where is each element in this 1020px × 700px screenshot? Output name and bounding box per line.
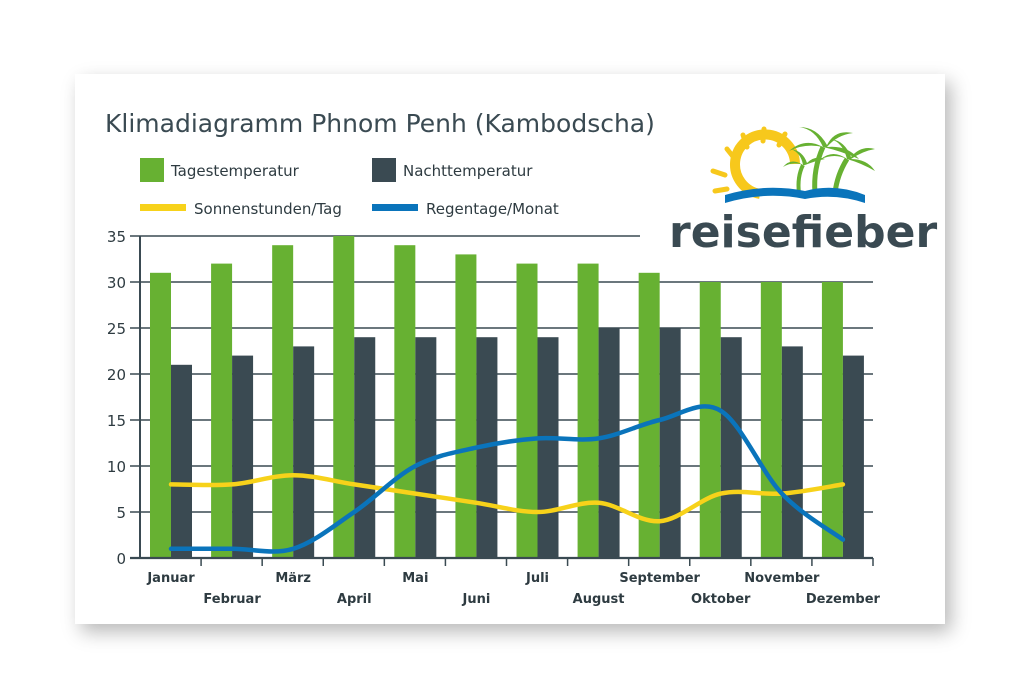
legend-swatch — [140, 204, 186, 211]
bar-night-6 — [537, 337, 559, 558]
bar-day-3 — [333, 236, 355, 558]
y-tick-label: 30 — [107, 274, 126, 292]
y-tick-label: 35 — [107, 228, 126, 246]
y-tick-label: 0 — [116, 550, 126, 568]
reisefieber-logo: reisefieber — [669, 126, 937, 258]
legend-item-1: Nachttemperatur — [372, 158, 533, 182]
legend-label: Sonnenstunden/Tag — [194, 200, 342, 218]
bar-night-11 — [842, 355, 864, 558]
x-tick-label: August — [573, 592, 625, 607]
x-tick-label: September — [619, 571, 700, 586]
sun-icon — [710, 126, 800, 199]
bar-day-11 — [821, 282, 843, 558]
bar-night-7 — [598, 328, 620, 558]
x-tick-label: Oktober — [691, 592, 751, 607]
legend-swatch — [140, 158, 164, 182]
lines — [168, 404, 846, 554]
bar-night-2 — [293, 346, 315, 558]
legend-label: Tagestemperatur — [170, 162, 300, 180]
logo-wordmark: reisefieber — [669, 207, 937, 258]
legend-label: Regentage/Monat — [426, 200, 559, 218]
legend-label: Nachttemperatur — [403, 162, 533, 180]
legend-swatch — [372, 204, 418, 211]
rain-line — [168, 404, 846, 554]
x-tick-label: Dezember — [806, 592, 881, 607]
x-tick-label: Juli — [525, 571, 549, 586]
x-tick-label: Januar — [146, 571, 195, 586]
climate-chart: Klimadiagramm Phnom Penh (Kambodscha) Ta… — [105, 109, 937, 607]
bars — [150, 236, 864, 558]
bar-day-1 — [211, 263, 233, 558]
bar-night-9 — [720, 337, 742, 558]
chart-title: Klimadiagramm Phnom Penh (Kambodscha) — [105, 109, 655, 138]
palm-icon — [783, 127, 875, 194]
legend: Tagestemperatur Nachttemperatur Sonnenstun… — [140, 158, 559, 218]
bar-night-10 — [781, 346, 803, 558]
x-tick-label: November — [744, 571, 820, 586]
grid: 0 5 10 15 20 25 30 35 — [107, 228, 873, 568]
legend-item-0: Tagestemperatur — [140, 158, 300, 182]
y-tick-label: 25 — [107, 320, 126, 338]
bar-day-6 — [516, 263, 538, 558]
bar-night-1 — [232, 355, 254, 558]
bar-night-8 — [659, 328, 681, 558]
x-tick-label: Mai — [402, 571, 428, 586]
axes: Januar Februar März April Mai Juni Juli August S… — [130, 236, 881, 607]
bar-day-4 — [394, 245, 416, 558]
sunshine-line — [168, 472, 846, 524]
legend-swatch — [372, 158, 396, 182]
x-tick-label: März — [275, 571, 311, 586]
wave-icon — [725, 187, 865, 203]
bar-day-2 — [272, 245, 294, 558]
bar-day-7 — [577, 263, 599, 558]
y-tick-label: 5 — [116, 504, 126, 522]
bar-night-3 — [354, 337, 376, 558]
x-tick-label: Juni — [462, 592, 491, 607]
bar-day-5 — [455, 254, 477, 558]
bar-day-10 — [760, 282, 782, 558]
y-tick-label: 15 — [107, 412, 126, 430]
bar-day-8 — [638, 272, 660, 558]
x-tick-label: April — [337, 592, 372, 607]
bar-night-0 — [171, 364, 192, 558]
chart-card: Klimadiagramm Phnom Penh (Kambodscha) Ta… — [75, 74, 945, 624]
bar-day-0 — [150, 272, 171, 558]
legend-item-line-1: Regentage/Monat — [372, 200, 559, 218]
y-tick-label: 10 — [107, 458, 126, 476]
legend-item-line-0: Sonnenstunden/Tag — [140, 200, 342, 218]
bar-night-4 — [415, 337, 437, 558]
x-tick-label: Februar — [203, 592, 261, 607]
y-tick-label: 20 — [107, 366, 126, 384]
bar-day-9 — [699, 282, 721, 558]
